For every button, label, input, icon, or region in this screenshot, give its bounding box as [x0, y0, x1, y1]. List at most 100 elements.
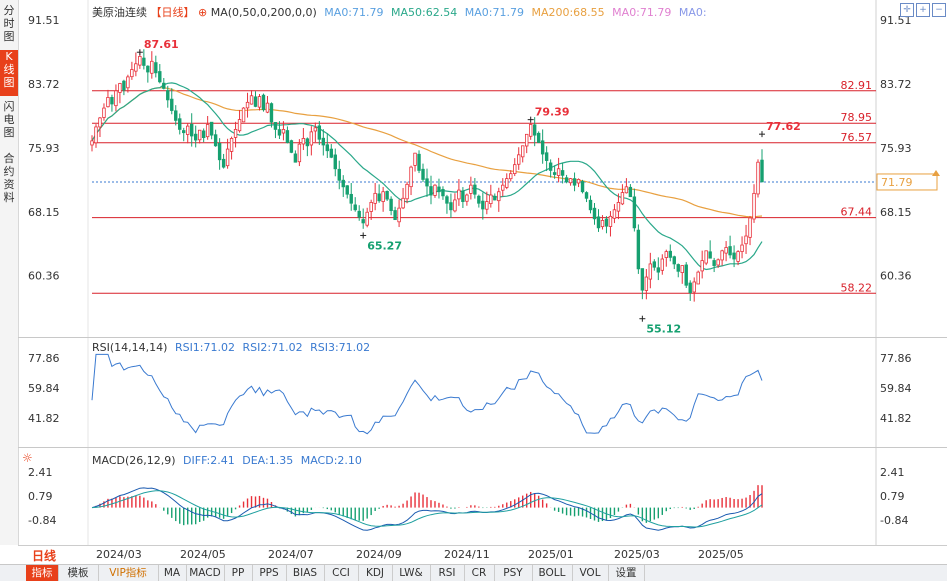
candle-body	[273, 122, 278, 130]
candle-body	[178, 118, 182, 130]
date-label: 2024/03	[96, 548, 142, 561]
sidebar-tab-kline[interactable]: K线图	[0, 50, 18, 96]
candle-body	[114, 90, 118, 107]
candle-body	[158, 71, 162, 83]
candle-body	[197, 129, 202, 141]
zoom-out-icon[interactable]: −	[932, 3, 946, 17]
tab-vip-indicators[interactable]: VIP指标	[98, 565, 159, 581]
candle-body	[186, 125, 190, 135]
candle-body	[349, 193, 353, 204]
tab-cci[interactable]: CCI	[324, 565, 359, 581]
tab-rsi[interactable]: RSI	[430, 565, 465, 581]
candle-body	[433, 184, 437, 196]
candle-body	[321, 137, 326, 146]
candle-body	[461, 190, 465, 202]
add-indicator-icon[interactable]: ⊕	[198, 6, 208, 19]
price-level-label: 82.91	[841, 79, 873, 92]
candle-body	[477, 195, 481, 204]
candle-body	[429, 186, 433, 196]
candle-body	[636, 229, 641, 270]
tab-pps[interactable]: PPS	[252, 565, 287, 581]
candle-body	[209, 121, 214, 136]
candle-body	[505, 178, 509, 188]
candle-body	[150, 60, 154, 74]
candle-body	[540, 140, 545, 155]
tab-bias[interactable]: BIAS	[286, 565, 325, 581]
candle-body	[413, 152, 417, 166]
candle-body	[193, 133, 198, 141]
tab-boll[interactable]: BOLL	[532, 565, 573, 581]
candle-body	[397, 207, 401, 223]
candle-body	[465, 194, 469, 202]
candle-body	[584, 192, 589, 199]
candle-body	[517, 154, 521, 165]
price-chart[interactable]: 82.91 78.95 76.57 67.44 58.22 71.79 87.61 79.3…	[0, 0, 947, 338]
dea-line	[91, 490, 763, 528]
rsi-tick-left: 59.84	[28, 382, 60, 395]
zoom-in-icon[interactable]: +	[916, 3, 930, 17]
ma50-value: MA50:62.54	[391, 6, 458, 19]
candle-body	[146, 65, 150, 73]
sidebar: 分时图 K线图 闪电图 合约资料	[0, 0, 19, 545]
macd-tick-left: -0.84	[28, 514, 56, 527]
candle-body	[568, 178, 573, 184]
candle-body	[118, 83, 122, 93]
candle-body	[748, 217, 752, 238]
candle-body	[532, 124, 537, 136]
candle-body	[528, 124, 533, 137]
candle-body	[249, 95, 254, 105]
candle-body	[221, 158, 226, 168]
crosshair-icon[interactable]: ✛	[900, 3, 914, 17]
candle-body	[604, 218, 609, 227]
tab-lw[interactable]: LW&	[392, 565, 431, 581]
tab-cr[interactable]: CR	[464, 565, 495, 581]
rsi-chart[interactable]: 77.86 77.86 59.84 59.84 41.82 41.82	[0, 338, 947, 448]
candle-body	[672, 256, 676, 265]
tab-settings[interactable]: 设置	[608, 565, 645, 581]
tab-ma[interactable]: MA	[158, 565, 187, 581]
candle-body	[704, 250, 708, 264]
sidebar-tab-timeshare[interactable]: 分时图	[3, 4, 15, 43]
candle-body	[341, 179, 345, 188]
tab-templates[interactable]: 模板	[58, 565, 99, 581]
candle-body	[501, 184, 505, 191]
candle-body	[425, 178, 429, 187]
candle-body	[720, 250, 724, 261]
candle-body	[110, 97, 114, 105]
candle-body	[317, 125, 322, 140]
period-button[interactable]: 日线	[32, 549, 57, 563]
tab-psy[interactable]: PSY	[494, 565, 533, 581]
candle-body	[353, 204, 357, 211]
date-label: 2024/07	[268, 548, 314, 561]
candle-body	[265, 102, 270, 113]
sidebar-tab-contract-info[interactable]: 合约资料	[3, 152, 15, 204]
candle-body	[154, 62, 158, 74]
candle-body	[652, 261, 657, 268]
candle-body	[668, 250, 672, 258]
candle-body	[134, 63, 138, 72]
candle-body	[744, 235, 748, 245]
settings-gear-icon[interactable]: ☼	[22, 451, 33, 465]
candle-body	[552, 172, 557, 175]
tab-vol[interactable]: VOL	[572, 565, 609, 581]
tab-macd[interactable]: MACD	[186, 565, 225, 581]
candle-body	[297, 143, 302, 163]
tab-kdj[interactable]: KDJ	[358, 565, 393, 581]
rsi1-value: RSI1:71.02	[174, 341, 236, 354]
sidebar-tab-lightning[interactable]: 闪电图	[3, 100, 15, 139]
candle-body	[269, 103, 274, 123]
tab-indicators[interactable]: 指标	[26, 565, 59, 581]
date-label: 2024/05	[180, 548, 226, 561]
candle-body	[736, 251, 740, 262]
candle-body	[513, 164, 517, 174]
tab-pp[interactable]: PP	[224, 565, 253, 581]
candle-body	[548, 162, 553, 171]
candle-body	[664, 251, 668, 258]
candle-body	[660, 258, 664, 271]
candle-body	[676, 264, 680, 272]
macd-chart[interactable]: 2.41 2.41 0.79 0.79 -0.84 -0.84	[0, 448, 947, 545]
price-tick-left: 83.72	[28, 78, 60, 91]
macd-tick-right: 2.41	[880, 466, 905, 479]
price-level-label: 78.95	[841, 111, 873, 124]
candle-body	[385, 190, 389, 200]
